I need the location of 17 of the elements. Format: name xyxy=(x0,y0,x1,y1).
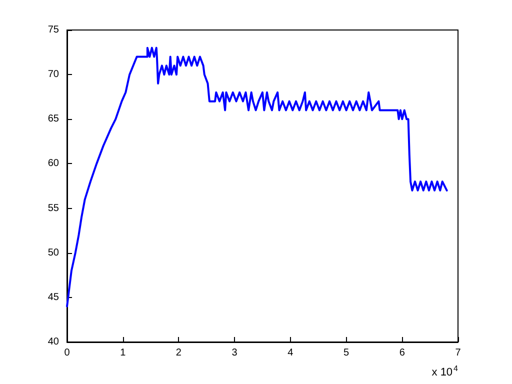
line-series xyxy=(66,46,448,308)
y-tick-label: 70 xyxy=(48,69,60,80)
y-tick-label: 40 xyxy=(48,336,60,348)
x-tick-label: 2 xyxy=(176,348,182,358)
y-tick-label: 65 xyxy=(48,114,60,125)
x-tick-label: 5 xyxy=(344,348,350,358)
x-tick-label: 6 xyxy=(399,348,406,358)
y-tick-label: 55 xyxy=(48,202,60,214)
x-tick-label: 4 xyxy=(288,348,294,358)
y-tick-label: 60 xyxy=(48,158,60,170)
x-tick-label: 7 xyxy=(455,348,462,358)
y-tick-label: 45 xyxy=(48,292,60,303)
x-tick-label: 3 xyxy=(232,348,238,358)
y-tick-label: 75 xyxy=(48,24,60,36)
x-tick-label: 1 xyxy=(120,348,126,358)
x-tick-label: 0 xyxy=(64,348,70,358)
y-tick-label: 50 xyxy=(48,247,60,258)
